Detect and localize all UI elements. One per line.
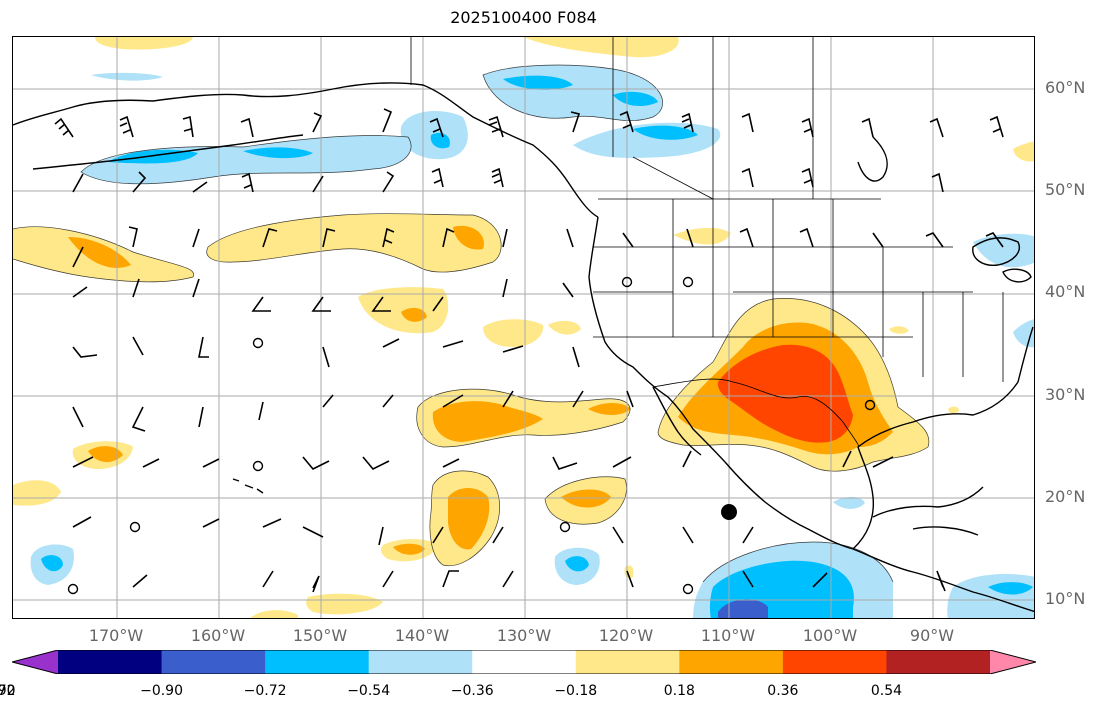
alaska-coast xyxy=(13,82,599,218)
colorbar-segments xyxy=(12,650,1036,674)
contour-yellow xyxy=(358,287,449,334)
contour-blue xyxy=(988,582,1033,595)
lat-label: 60°N xyxy=(1045,78,1086,97)
coastlines xyxy=(13,82,1034,613)
borders xyxy=(410,37,1004,448)
colorbar-segment xyxy=(575,650,680,674)
contour-yellow xyxy=(206,213,502,273)
contour-yellow xyxy=(306,593,383,615)
lon-label: 160°W xyxy=(190,626,246,645)
colorbar xyxy=(12,650,1036,674)
contour-orange xyxy=(88,446,123,463)
gulf-coast xyxy=(852,381,1019,550)
lat-label: 40°N xyxy=(1045,282,1086,301)
colorbar-tick-label: −0.54 xyxy=(347,683,391,699)
contour-light-blue xyxy=(91,72,163,81)
contour-orange xyxy=(401,307,427,322)
great-lakes xyxy=(972,237,1020,266)
colorbar-segment xyxy=(886,650,991,674)
contour-yellow xyxy=(673,227,731,245)
contour-yellow xyxy=(95,37,193,50)
contour-yellow xyxy=(483,319,544,347)
lon-label: 100°W xyxy=(802,626,858,645)
calm-markers xyxy=(67,276,876,595)
colorbar-segment xyxy=(265,650,370,674)
lon-label: 170°W xyxy=(88,626,144,645)
great-lakes xyxy=(1002,268,1032,283)
colorbar-tick-label: 0.54 xyxy=(870,683,903,699)
contour-blue xyxy=(430,132,450,149)
contour-mid-blue xyxy=(718,599,768,618)
contour-orange xyxy=(448,488,490,550)
contour-orange xyxy=(453,225,484,250)
colorbar-segment xyxy=(368,650,473,674)
contour-yellow xyxy=(548,320,581,335)
colorbar-tick-label: 0.90 xyxy=(0,683,16,699)
contour-light-blue xyxy=(81,135,412,184)
yucatan xyxy=(872,486,984,518)
lon-label: 130°W xyxy=(496,626,552,645)
lon-label: 110°W xyxy=(700,626,756,645)
hudson-coast xyxy=(857,136,888,182)
colorbar-tick-label: −0.90 xyxy=(140,683,183,699)
lat-label: 10°N xyxy=(1045,589,1086,608)
contour-orange xyxy=(588,403,631,415)
contour-blue xyxy=(243,147,313,159)
contour-lines xyxy=(13,64,930,583)
map-title: 2025100400 F084 xyxy=(450,8,597,27)
colorbar-tick-label: 0.18 xyxy=(663,683,695,699)
colorbar-tick-label: −0.36 xyxy=(450,683,494,699)
west-coast xyxy=(588,216,726,463)
lat-label: 30°N xyxy=(1045,385,1086,404)
contour-red-orange xyxy=(717,344,853,443)
contour-blue xyxy=(565,556,589,572)
lon-label: 90°W xyxy=(909,626,955,645)
contour-blue xyxy=(613,91,658,107)
map-panel[interactable] xyxy=(12,36,1035,619)
contour-light-blue xyxy=(947,574,1034,618)
contour-yellow xyxy=(13,480,61,506)
contour-yellow xyxy=(1013,141,1034,162)
colorbar-segment xyxy=(782,650,887,674)
colorbar-segment xyxy=(58,650,163,674)
station-marker xyxy=(721,504,737,520)
lon-label: 150°W xyxy=(292,626,348,645)
lon-label: 140°W xyxy=(394,626,450,645)
colorbar-tick-label: −0.72 xyxy=(243,683,287,699)
contour-blue xyxy=(41,555,63,572)
colorbar-segment xyxy=(472,650,577,674)
east-coast xyxy=(1017,326,1034,383)
colorbar-extend-low xyxy=(12,650,58,674)
contour-yellow xyxy=(948,406,959,414)
mexico-pacific xyxy=(724,461,854,550)
cuba xyxy=(912,526,979,536)
contour-yellow xyxy=(889,326,909,334)
contour-yellow xyxy=(523,37,679,58)
colorbar-tick-label: 0.36 xyxy=(767,683,799,699)
map-canvas xyxy=(13,37,1034,618)
colorbar-segment xyxy=(679,650,784,674)
contour-orange xyxy=(68,237,131,268)
contour-blue xyxy=(503,75,573,90)
baja xyxy=(652,386,702,456)
contour-fills xyxy=(13,37,1034,618)
aleutian-chain xyxy=(32,134,304,170)
central-america xyxy=(852,548,1034,613)
hawaii xyxy=(232,478,264,494)
contour-yellow xyxy=(250,610,298,618)
colorbar-tick-label: 0.72 xyxy=(0,683,16,699)
colorbar-extend-high xyxy=(990,650,1036,674)
lat-label: 50°N xyxy=(1045,180,1086,199)
lon-label: 120°W xyxy=(598,626,654,645)
contour-orange xyxy=(393,543,425,555)
contour-orange xyxy=(432,401,543,442)
contour-blue xyxy=(633,125,698,140)
graticule xyxy=(13,37,1034,618)
contour-orange xyxy=(561,489,611,508)
lat-label: 20°N xyxy=(1045,487,1086,506)
wind-barbs xyxy=(54,108,1004,593)
colorbar-tick-label: −0.18 xyxy=(554,683,598,699)
contour-light-blue xyxy=(833,496,865,509)
colorbar-segment xyxy=(161,650,266,674)
